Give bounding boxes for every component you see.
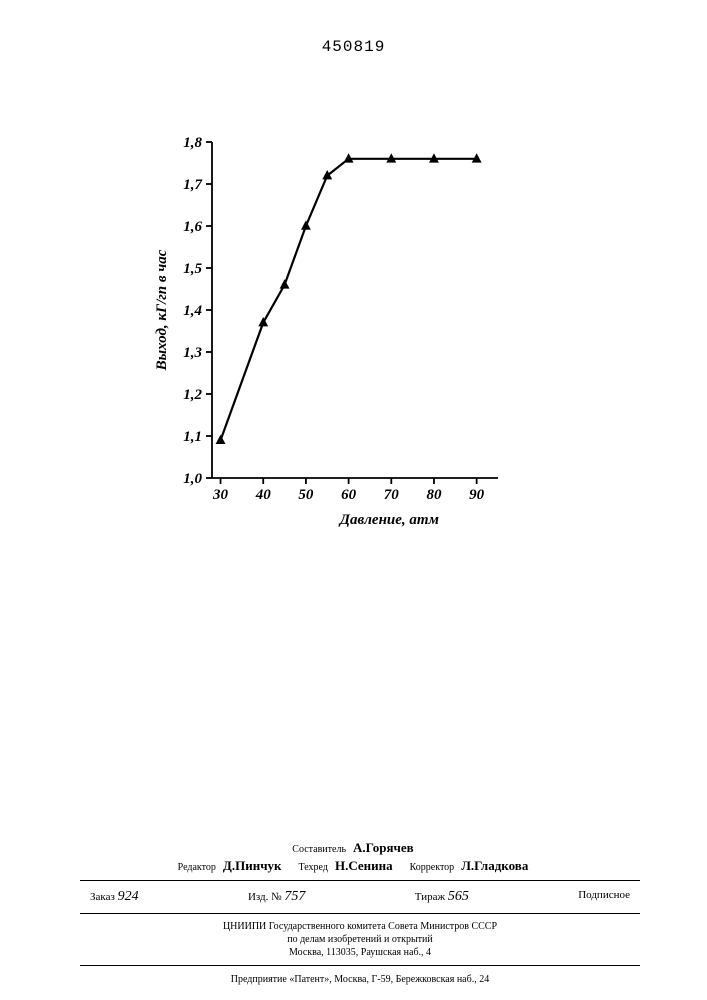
tirazh-label: Тираж (415, 891, 445, 903)
print-line: Предприятие «Патент», Москва, Г-59, Бере… (80, 974, 640, 985)
svg-text:1,7: 1,7 (183, 177, 202, 193)
corrector-name: Л.Гладкова (461, 858, 528, 873)
compiler-name: А.Горячев (353, 840, 414, 855)
svg-text:80: 80 (426, 487, 442, 503)
editor-label: Редактор (178, 862, 216, 873)
izd-cell: Изд. № 757 (248, 889, 305, 905)
svg-text:1,4: 1,4 (183, 303, 202, 319)
footer-block: Составитель А.Горячев Редактор Д.Пинчук … (80, 838, 640, 985)
svg-text:90: 90 (469, 487, 485, 503)
editors-line: Редактор Д.Пинчук Техред Н.Сенина Коррек… (80, 858, 640, 874)
zakaz-value: 924 (118, 889, 139, 904)
techred-name: Н.Сенина (335, 858, 393, 873)
order-line: Заказ 924 Изд. № 757 Тираж 565 Подписное (80, 887, 640, 907)
svg-text:Давление, атм: Давление, атм (338, 512, 439, 528)
techred-label: Техред (299, 862, 328, 873)
svg-text:1,6: 1,6 (183, 219, 202, 235)
svg-text:1,0: 1,0 (183, 471, 202, 487)
svg-text:1,1: 1,1 (183, 429, 202, 445)
editor-name: Д.Пинчук (223, 858, 282, 873)
izd-label: Изд. № (248, 891, 282, 903)
podpisnoe: Подписное (578, 889, 630, 905)
tirazh-cell: Тираж 565 (415, 889, 469, 905)
tirazh-value: 565 (448, 889, 469, 904)
svg-text:70: 70 (384, 487, 400, 503)
compiler-label: Составитель (292, 844, 346, 855)
page-number: 450819 (322, 38, 386, 56)
izd-value: 757 (284, 889, 305, 904)
compiler-line: Составитель А.Горячев (80, 840, 640, 856)
svg-text:1,8: 1,8 (183, 135, 202, 151)
org-lines: ЦНИИПИ Государственного комитета Совета … (80, 920, 640, 959)
svg-text:Выход, кГ/гп в час: Выход, кГ/гп в час (154, 249, 170, 371)
svg-text:60: 60 (341, 487, 357, 503)
svg-text:40: 40 (255, 487, 272, 503)
divider-2 (80, 913, 640, 914)
svg-text:1,2: 1,2 (183, 387, 202, 403)
org-line-1: ЦНИИПИ Государственного комитета Совета … (80, 920, 640, 933)
corrector-label: Корректор (410, 862, 455, 873)
svg-text:1,3: 1,3 (183, 345, 202, 361)
zakaz-label: Заказ (90, 891, 115, 903)
divider-1 (80, 880, 640, 881)
org-line-3: Москва, 113035, Раушская наб., 4 (80, 946, 640, 959)
svg-text:50: 50 (298, 487, 314, 503)
yield-vs-pressure-chart: 1,0 1,1 1,2 1,3 1,4 1,5 1,6 1,7 1,8 30 40 50 60 70 80 9… (150, 130, 510, 530)
org-line-2: по делам изобретений и открытий (80, 933, 640, 946)
svg-text:30: 30 (212, 487, 229, 503)
svg-text:1,5: 1,5 (183, 261, 202, 277)
zakaz-cell: Заказ 924 (90, 889, 139, 905)
divider-3 (80, 965, 640, 966)
